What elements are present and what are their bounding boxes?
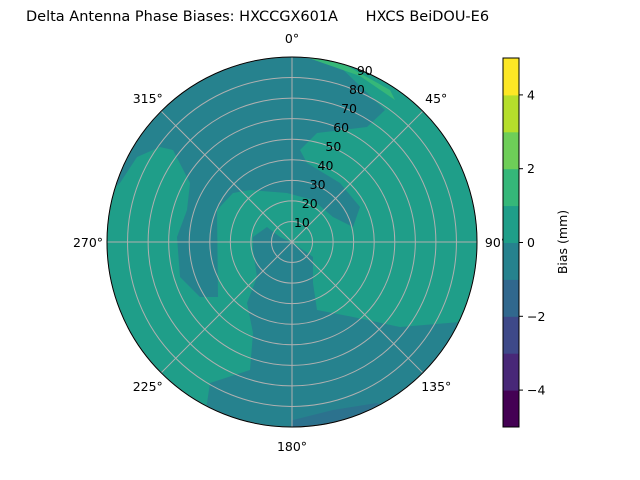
r-tick-label: 20: [302, 196, 318, 211]
colorbar: −4 −2 0 2 4 Bias (mm): [502, 57, 570, 428]
theta-tick-label: 135°: [421, 379, 451, 394]
theta-tick-label: 45°: [425, 91, 447, 106]
r-tick-label: 30: [310, 177, 326, 192]
polar-grid: [106, 56, 478, 428]
colorbar-segment: [503, 279, 519, 317]
colorbar-segment: [503, 390, 519, 428]
colorbar-segment: [503, 94, 519, 133]
theta-tick-label: 90°: [485, 235, 507, 250]
colorbar-segment: [503, 353, 519, 391]
grid-spoke: [160, 110, 293, 243]
colorbar-label: Bias (mm): [555, 210, 570, 274]
r-tick-label: 60: [333, 120, 349, 135]
contour-level-neg1-to-0-north-west: [107, 57, 385, 297]
polar-frame: [106, 56, 478, 428]
grid-spoke: [291, 241, 424, 374]
colorbar-tick-label: −2: [527, 309, 545, 324]
theta-tick-label: 315°: [133, 91, 163, 106]
theta-tick-label: 225°: [133, 379, 163, 394]
colorbar-segment: [503, 205, 519, 243]
r-tick-label: 10: [294, 215, 310, 230]
axis-labels: 10 20 30 40 50 60 70 80 90 0° 45° 90° 135° 180° 225° 27…: [73, 31, 507, 454]
chart-title: Delta Antenna Phase Biases: HXCCGX601A H…: [26, 9, 490, 25]
grid-spoke: [291, 110, 424, 243]
r-tick-label: 90: [357, 63, 373, 78]
r-tick-label: 50: [325, 139, 341, 154]
r-tick-label: 40: [318, 158, 334, 173]
grid-spoke: [160, 241, 293, 374]
colorbar-segment: [503, 242, 519, 280]
colorbar-tick-label: 4: [527, 87, 535, 102]
r-tick-label: 80: [349, 82, 365, 97]
theta-tick-label: 270°: [73, 235, 103, 250]
theta-tick-label: 180°: [277, 439, 307, 454]
colorbar-tick-label: 2: [527, 161, 535, 176]
colorbar-tick-label: −4: [527, 383, 545, 398]
colorbar-segment: [503, 131, 519, 170]
colorbar-segment: [503, 168, 519, 207]
theta-tick-label: 0°: [285, 31, 299, 46]
r-tick-label: 70: [341, 101, 357, 116]
colorbar-segment: [503, 316, 519, 354]
colorbar-tick-label: 0: [527, 235, 535, 250]
colorbar-segment: [503, 58, 519, 96]
